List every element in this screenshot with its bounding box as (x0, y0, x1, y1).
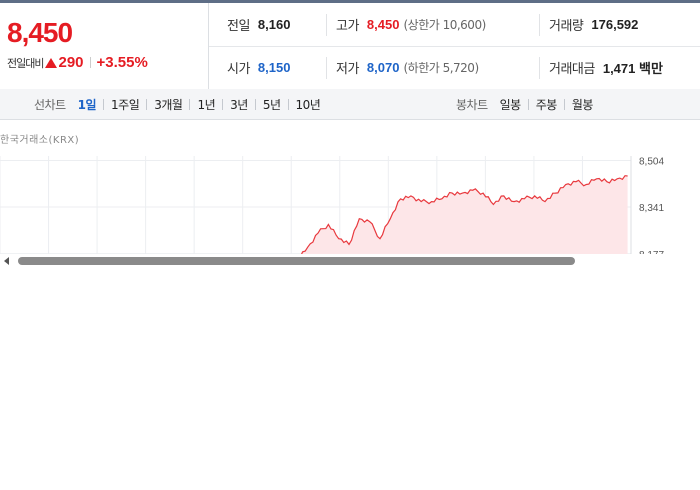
up-triangle-icon (45, 57, 58, 68)
open-label: 시가 (227, 62, 250, 77)
volume-value: 176,592 (591, 17, 639, 32)
chart-toolbar: 선차트 1일 1주일 3개월 1년 3년 5년 10년 봉차트 일봉 주봉 월봉 (0, 89, 700, 120)
divider (287, 98, 289, 110)
change-rate: +3.55% (96, 54, 148, 71)
period-tab[interactable]: 1주일 (111, 97, 140, 112)
candle-tab[interactable]: 주봉 (535, 97, 558, 112)
candle-tab[interactable]: 월봉 (571, 97, 594, 112)
y-tick-label: 8,177 (639, 250, 664, 255)
line-chart-label: 선차트 (34, 97, 66, 112)
divider (146, 98, 148, 110)
stats-row-2: 시가 8,150 저가 8,070 (하한가 5,720) 거래대금 1,471… (209, 46, 700, 89)
stat-volume: 거래량 176,592 (549, 3, 638, 46)
divider (326, 14, 327, 36)
divider (189, 98, 191, 110)
y-tick-label: 8,341 (639, 203, 664, 214)
scrollbar-thumb[interactable] (18, 257, 575, 265)
data-source-label: 한국거래소(KRX) (0, 135, 80, 146)
y-tick-label: 8,504 (639, 157, 664, 168)
price-chart: 8,504 8,341 8,177 (0, 156, 664, 255)
stat-open: 시가 8,150 (227, 46, 290, 89)
period-tab[interactable]: 10년 (295, 97, 321, 112)
divider (254, 98, 256, 110)
stat-prev: 전일 8,160 (227, 3, 290, 46)
line-chart-tabs: 선차트 1일 1주일 3개월 1년 3년 5년 10년 (34, 89, 321, 119)
divider (563, 98, 565, 110)
candle-tab[interactable]: 일봉 (499, 97, 522, 112)
period-tab[interactable]: 1일 (77, 97, 97, 112)
change-row: 전일대비 290 +3.55% (7, 54, 148, 71)
quote-panel: 8,450 전일대비 290 +3.55% 전일 8,160 고가 8,450 … (0, 3, 700, 90)
divider (222, 98, 224, 110)
period-tab[interactable]: 5년 (262, 97, 281, 112)
stat-amount: 거래대금 1,471 백만 (549, 46, 663, 89)
horizontal-scrollbar[interactable] (0, 254, 700, 268)
current-price: 8,450 (7, 17, 73, 48)
stat-high: 고가 8,450 (상한가 10,600) (336, 3, 486, 46)
change-value: 290 (58, 54, 84, 71)
price-box: 8,450 전일대비 290 +3.55% (0, 3, 209, 89)
period-tab[interactable]: 3년 (230, 97, 248, 112)
stats-row-1: 전일 8,160 고가 8,450 (상한가 10,600) 거래량 176,5… (209, 3, 700, 47)
low-label: 저가 (336, 62, 359, 77)
amount-value: 1,471 백만 (602, 61, 663, 76)
upper-limit: (상한가 10,600) (403, 18, 486, 32)
amount-label: 거래대금 (549, 62, 595, 77)
period-tab[interactable]: 1년 (197, 97, 216, 112)
lower-limit: (하한가 5,720) (403, 61, 479, 75)
prev-value: 8,160 (257, 17, 291, 32)
scroll-left-arrow-icon[interactable] (4, 257, 9, 265)
prev-label: 전일 (227, 19, 250, 34)
price-area (301, 175, 628, 255)
price-line (300, 175, 628, 255)
divider (539, 14, 540, 36)
divider (326, 57, 327, 79)
volume-label: 거래량 (549, 19, 584, 34)
top-accent-bar (0, 0, 700, 3)
candle-chart-tabs: 봉차트 일봉 주봉 월봉 (456, 89, 593, 119)
stat-low: 저가 8,070 (하한가 5,720) (336, 46, 479, 89)
stats-grid: 전일 8,160 고가 8,450 (상한가 10,600) 거래량 176,5… (209, 3, 700, 89)
divider (539, 57, 540, 79)
divider (527, 98, 529, 110)
candle-chart-label: 봉차트 (456, 97, 488, 112)
change-label: 전일대비 (7, 56, 44, 70)
divider (103, 98, 105, 110)
low-value: 8,070 (366, 60, 400, 75)
period-tab[interactable]: 3개월 (154, 97, 183, 112)
divider (89, 57, 91, 68)
high-value: 8,450 (366, 17, 400, 32)
open-value: 8,150 (257, 60, 291, 75)
high-label: 고가 (336, 19, 359, 34)
